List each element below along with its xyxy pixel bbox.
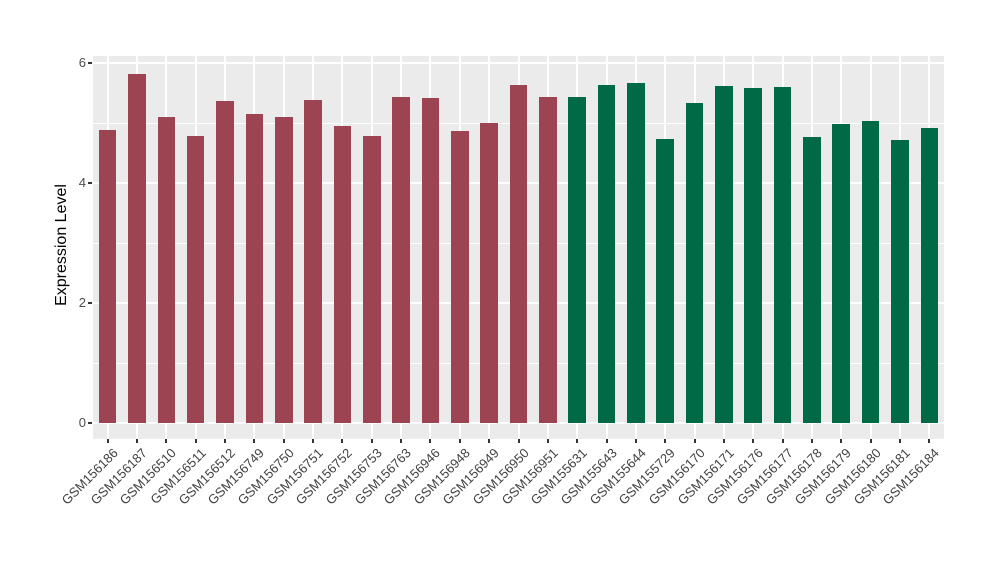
x-axis-tick	[312, 439, 315, 443]
bar	[715, 86, 733, 423]
bar	[832, 123, 851, 423]
x-axis-tick	[898, 439, 901, 443]
x-axis-tick	[546, 439, 549, 443]
bar	[451, 130, 469, 423]
bar	[861, 121, 880, 423]
bar	[245, 114, 264, 423]
x-axis-tick	[722, 439, 725, 443]
x-axis-tick	[458, 439, 461, 443]
y-axis-tick-label: 4	[78, 175, 86, 190]
x-axis-tick	[429, 439, 432, 443]
y-axis-tick	[88, 302, 92, 304]
x-axis-tick	[810, 439, 813, 443]
bar	[333, 126, 352, 423]
y-axis-tick-label: 0	[78, 415, 86, 430]
bar	[274, 117, 293, 423]
x-axis-tick	[634, 439, 637, 443]
bar	[98, 130, 117, 423]
bar	[656, 138, 674, 423]
x-axis-tick	[605, 439, 608, 443]
bar	[421, 98, 440, 423]
x-axis-tick	[752, 439, 755, 443]
x-axis-tick	[165, 439, 168, 443]
bar	[568, 96, 586, 423]
x-axis-tick	[224, 439, 227, 443]
bar	[480, 123, 498, 423]
bar	[392, 97, 410, 423]
x-axis-tick	[106, 439, 109, 443]
x-axis-tick	[840, 439, 843, 443]
y-axis-tick-label: 2	[78, 295, 86, 310]
x-axis-tick	[136, 439, 139, 443]
bar	[685, 103, 704, 423]
x-axis-tick	[664, 439, 667, 443]
x-axis-tick	[517, 439, 520, 443]
x-axis-tick	[253, 439, 256, 443]
y-axis-tick	[88, 62, 92, 64]
bar	[216, 101, 234, 423]
x-axis-tick	[928, 439, 931, 443]
bar	[744, 88, 763, 423]
bar	[773, 87, 792, 423]
x-axis-tick	[370, 439, 373, 443]
bar	[597, 85, 616, 423]
bar	[627, 82, 645, 423]
bar	[509, 85, 528, 423]
y-axis-tick	[88, 182, 92, 184]
bar	[362, 135, 381, 423]
x-axis-tick	[869, 439, 872, 443]
bar	[304, 99, 322, 423]
bar	[157, 117, 176, 423]
x-axis-tick	[282, 439, 285, 443]
plot-panel	[93, 56, 944, 439]
x-axis-tick	[488, 439, 491, 443]
x-axis-tick	[400, 439, 403, 443]
bar	[128, 73, 146, 423]
x-axis-tick	[781, 439, 784, 443]
y-axis-tick-label: 6	[78, 55, 86, 70]
bar	[920, 128, 939, 423]
bar	[891, 139, 909, 423]
bar	[539, 97, 557, 423]
x-axis-tick	[341, 439, 344, 443]
x-axis-tick	[693, 439, 696, 443]
bar	[803, 137, 821, 423]
bar	[186, 136, 205, 423]
x-axis-tick	[194, 439, 197, 443]
y-axis-tick	[88, 422, 92, 424]
x-axis-tick	[576, 439, 579, 443]
